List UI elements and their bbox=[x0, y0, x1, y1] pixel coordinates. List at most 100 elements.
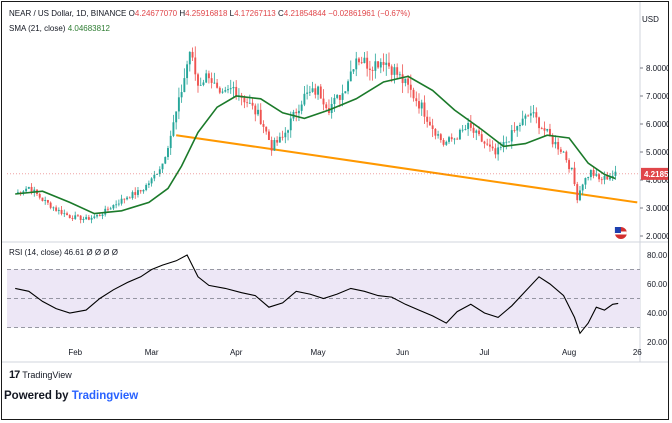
candle-body bbox=[398, 74, 401, 76]
powered-by: Powered by Tradingview bbox=[4, 390, 138, 402]
tradingview-brand[interactable]: 17 TradingView bbox=[9, 369, 72, 381]
candle-body bbox=[538, 117, 541, 129]
rsi-tick-label: 20.00 bbox=[647, 338, 668, 347]
candle-body bbox=[344, 91, 347, 94]
candle-body bbox=[60, 209, 63, 214]
candle-body bbox=[188, 51, 191, 65]
candle-body bbox=[407, 78, 410, 85]
time-tick-label: 26 bbox=[633, 348, 642, 357]
support-trendline bbox=[176, 134, 638, 204]
candle-body bbox=[235, 86, 238, 97]
candle-body bbox=[41, 197, 44, 201]
candle-body bbox=[379, 62, 382, 68]
candle-body bbox=[559, 149, 562, 152]
candle-body bbox=[278, 136, 281, 143]
candle-body bbox=[156, 174, 159, 175]
candle-body bbox=[579, 190, 581, 201]
candle-body bbox=[467, 123, 470, 130]
candle-body bbox=[314, 88, 317, 95]
candle-body bbox=[306, 92, 309, 94]
candle-body bbox=[172, 122, 175, 136]
candle-body bbox=[115, 204, 118, 206]
time-tick-label: Aug bbox=[562, 348, 576, 357]
price-tick-label: 4.00000 bbox=[646, 176, 669, 185]
candle-body bbox=[472, 127, 475, 133]
candle-body bbox=[202, 82, 205, 85]
rsi-header: RSI (14, close) 46.61 Ø Ø Ø Ø bbox=[9, 248, 118, 257]
sma-label: SMA (21, close) bbox=[9, 24, 66, 33]
time-tick-label: Apr bbox=[230, 348, 243, 357]
candle-body bbox=[366, 57, 369, 69]
candle-body bbox=[497, 147, 500, 155]
candle-body bbox=[287, 130, 289, 133]
candle-body bbox=[276, 140, 279, 143]
last-price-tag bbox=[641, 167, 668, 180]
candle-body bbox=[584, 178, 587, 185]
candle-body bbox=[210, 78, 213, 83]
candle-body bbox=[603, 175, 606, 180]
candle-body bbox=[598, 174, 601, 180]
high-value: 4.25916818 bbox=[185, 9, 228, 18]
rsi-extras: Ø Ø Ø Ø bbox=[86, 248, 118, 257]
candle-body bbox=[147, 183, 150, 185]
candle-body bbox=[587, 177, 590, 179]
candle-body bbox=[524, 115, 527, 119]
candle-body bbox=[480, 134, 483, 142]
candle-body bbox=[382, 62, 385, 65]
candle-body bbox=[358, 58, 360, 63]
candle-body bbox=[30, 186, 33, 193]
candle-body bbox=[79, 215, 82, 220]
candle-body bbox=[396, 67, 399, 75]
candle-body bbox=[180, 92, 183, 98]
candle-body bbox=[289, 118, 292, 131]
candle-body bbox=[169, 135, 172, 149]
candle-body bbox=[194, 57, 197, 75]
candle-body bbox=[308, 91, 311, 93]
candle-body bbox=[142, 189, 145, 192]
candle-body bbox=[66, 213, 68, 216]
rsi-label: RSI (14, close) bbox=[9, 248, 62, 257]
powered-brand[interactable]: Tradingview bbox=[71, 390, 139, 402]
candle-body bbox=[311, 88, 314, 92]
candle-body bbox=[109, 208, 112, 210]
candle-body bbox=[508, 141, 510, 143]
candle-body bbox=[254, 105, 257, 115]
candle-body bbox=[475, 130, 478, 133]
candle-body bbox=[434, 128, 437, 136]
price-tick-label: 3.00000 bbox=[646, 204, 669, 213]
candle-body bbox=[549, 128, 551, 136]
close-label: C bbox=[277, 9, 284, 18]
candle-body bbox=[44, 200, 47, 201]
candle-body bbox=[486, 143, 489, 145]
candle-body bbox=[49, 202, 52, 208]
candle-body bbox=[404, 78, 407, 84]
candle-body bbox=[224, 90, 227, 92]
candle-body bbox=[437, 134, 440, 136]
candle-body bbox=[216, 82, 219, 88]
candle-body bbox=[322, 98, 325, 105]
us-flag-icon bbox=[614, 227, 627, 239]
candle-body bbox=[557, 141, 560, 150]
tradingview-brand-label: TradingView bbox=[22, 370, 72, 380]
candle-body bbox=[409, 84, 412, 90]
candle-body bbox=[349, 71, 352, 82]
candle-body bbox=[423, 102, 426, 117]
candle-body bbox=[284, 132, 287, 138]
candle-body bbox=[74, 215, 77, 219]
candle-body bbox=[183, 78, 186, 93]
time-tick-label: Mar bbox=[145, 348, 159, 357]
candle-body bbox=[139, 190, 142, 192]
candle-body bbox=[510, 130, 513, 142]
candle-body bbox=[483, 141, 486, 144]
candle-body bbox=[412, 89, 415, 99]
candle-body bbox=[128, 197, 131, 199]
candle-body bbox=[393, 67, 396, 75]
candle-body bbox=[150, 178, 153, 184]
candle-body bbox=[161, 163, 164, 170]
candle-body bbox=[325, 104, 328, 109]
candle-body bbox=[535, 112, 538, 118]
open-label: O bbox=[128, 9, 135, 18]
currency-label: USD bbox=[642, 15, 659, 24]
candle-body bbox=[374, 61, 377, 71]
